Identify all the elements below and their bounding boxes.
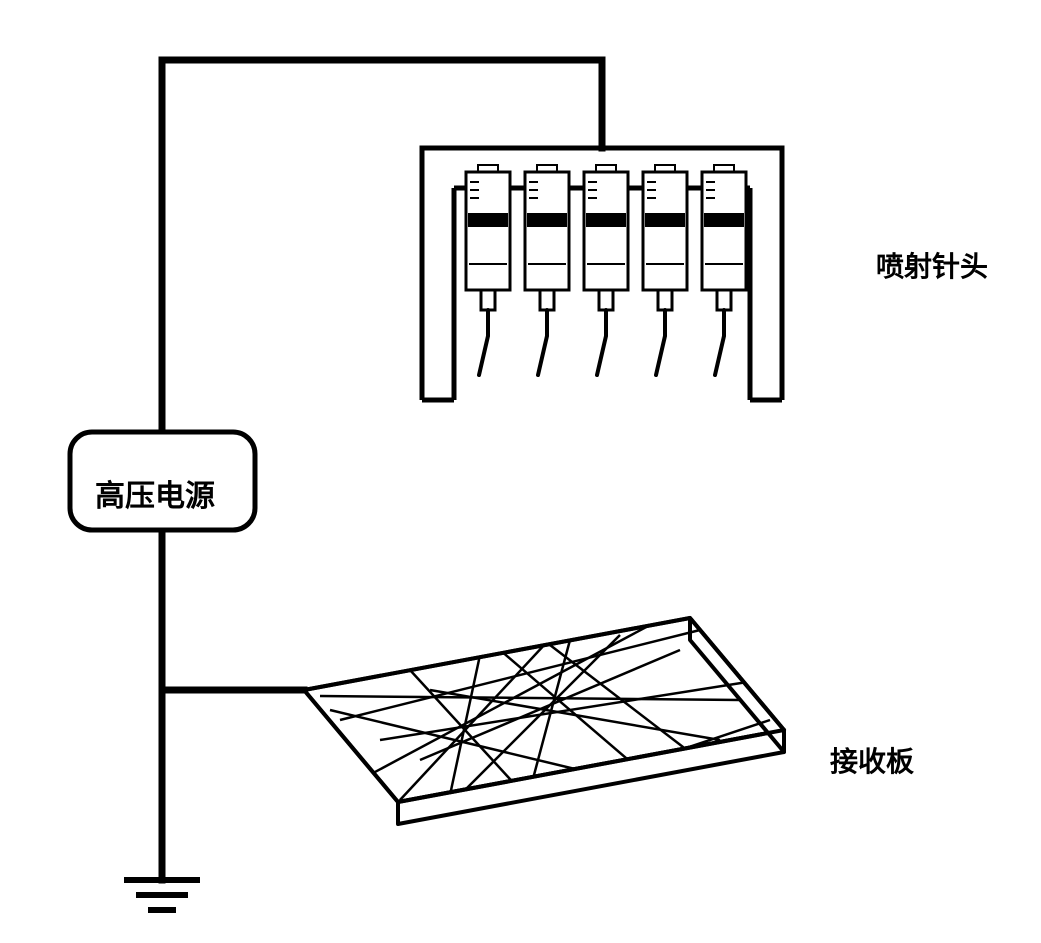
collector-label: 接收板 xyxy=(830,740,914,780)
power-supply-label: 高压电源 xyxy=(95,471,215,515)
spinneret-label: 喷射针头 xyxy=(876,245,988,285)
electrospinning-schematic: 高压电源 喷射针头 接收板 xyxy=(0,0,1041,943)
